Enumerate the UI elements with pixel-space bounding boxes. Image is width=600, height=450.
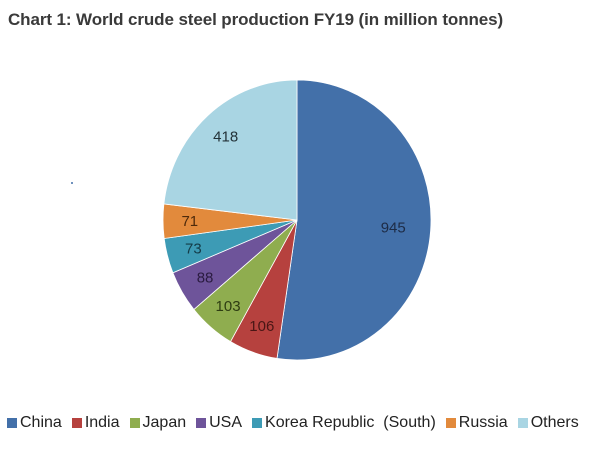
legend-item: Russia (445, 414, 508, 432)
data-label: 103 (216, 298, 241, 315)
legend-label: USA (209, 414, 243, 431)
legend-item: Others (517, 414, 579, 432)
legend-label: Japan (142, 414, 187, 431)
legend-label: Russia (458, 414, 508, 431)
legend-item: USA (196, 414, 242, 432)
legend-item: India (71, 414, 120, 432)
legend-swatch (7, 418, 17, 428)
legend: China India Japan USA Korea Republic (South)… (7, 414, 579, 432)
pie-slice-china (276, 79, 432, 361)
stray-dot (71, 182, 73, 184)
chart-title: Chart 1: World crude steel production FY… (8, 10, 504, 29)
data-label: 88 (197, 270, 214, 287)
data-label: 945 (381, 220, 406, 237)
legend-swatch (517, 418, 528, 428)
legend-label: India (84, 414, 120, 431)
legend-label: China (20, 414, 62, 431)
legend-item: China (7, 414, 62, 432)
legend-item: Korea Republic (South) (252, 414, 436, 432)
legend-swatch (196, 418, 207, 428)
legend-label: Korea Republic (South) (265, 414, 436, 431)
data-label: 71 (181, 213, 198, 230)
legend-swatch (129, 418, 140, 428)
legend-swatch (252, 418, 263, 428)
data-label: 106 (249, 318, 274, 335)
legend-label: Others (530, 414, 579, 431)
legend-swatch (71, 418, 82, 428)
data-label: 418 (213, 128, 238, 145)
legend-item: Japan (129, 414, 187, 432)
data-label: 73 (185, 241, 202, 258)
pie-slice-others (163, 79, 298, 221)
legend-swatch (445, 418, 456, 428)
